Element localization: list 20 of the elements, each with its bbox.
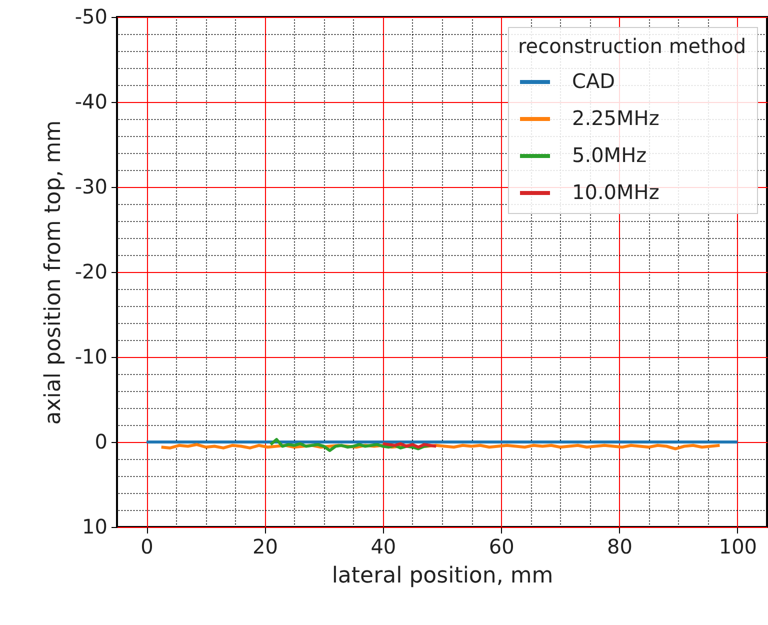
- x-tick-label: 60: [488, 534, 514, 558]
- x-tick-label: 0: [140, 534, 154, 558]
- legend-title: reconstruction method: [518, 34, 746, 58]
- x-tick-label: 100: [718, 534, 758, 558]
- y-axis-title: axial position from top, mm: [40, 120, 66, 425]
- y-tick-label: -10: [74, 344, 108, 368]
- y-tick-label: -20: [74, 260, 108, 284]
- x-tick-label: 80: [607, 534, 632, 558]
- y-tick-label: 10: [82, 514, 108, 538]
- y-tick-label: 0: [94, 430, 108, 454]
- legend-label: 2.25MHz: [572, 106, 660, 130]
- x-tick-label: 40: [370, 534, 396, 558]
- y-tick-label: -50: [74, 4, 108, 28]
- legend-label: 5.0MHz: [572, 143, 647, 167]
- x-axis-title: lateral position, mm: [332, 564, 554, 588]
- legend-label: CAD: [572, 69, 616, 93]
- x-tick-label: 20: [252, 534, 278, 558]
- y-tick-label: -30: [74, 174, 108, 198]
- legend-label: 10.0MHz: [572, 180, 660, 204]
- y-tick-label: -40: [74, 90, 108, 114]
